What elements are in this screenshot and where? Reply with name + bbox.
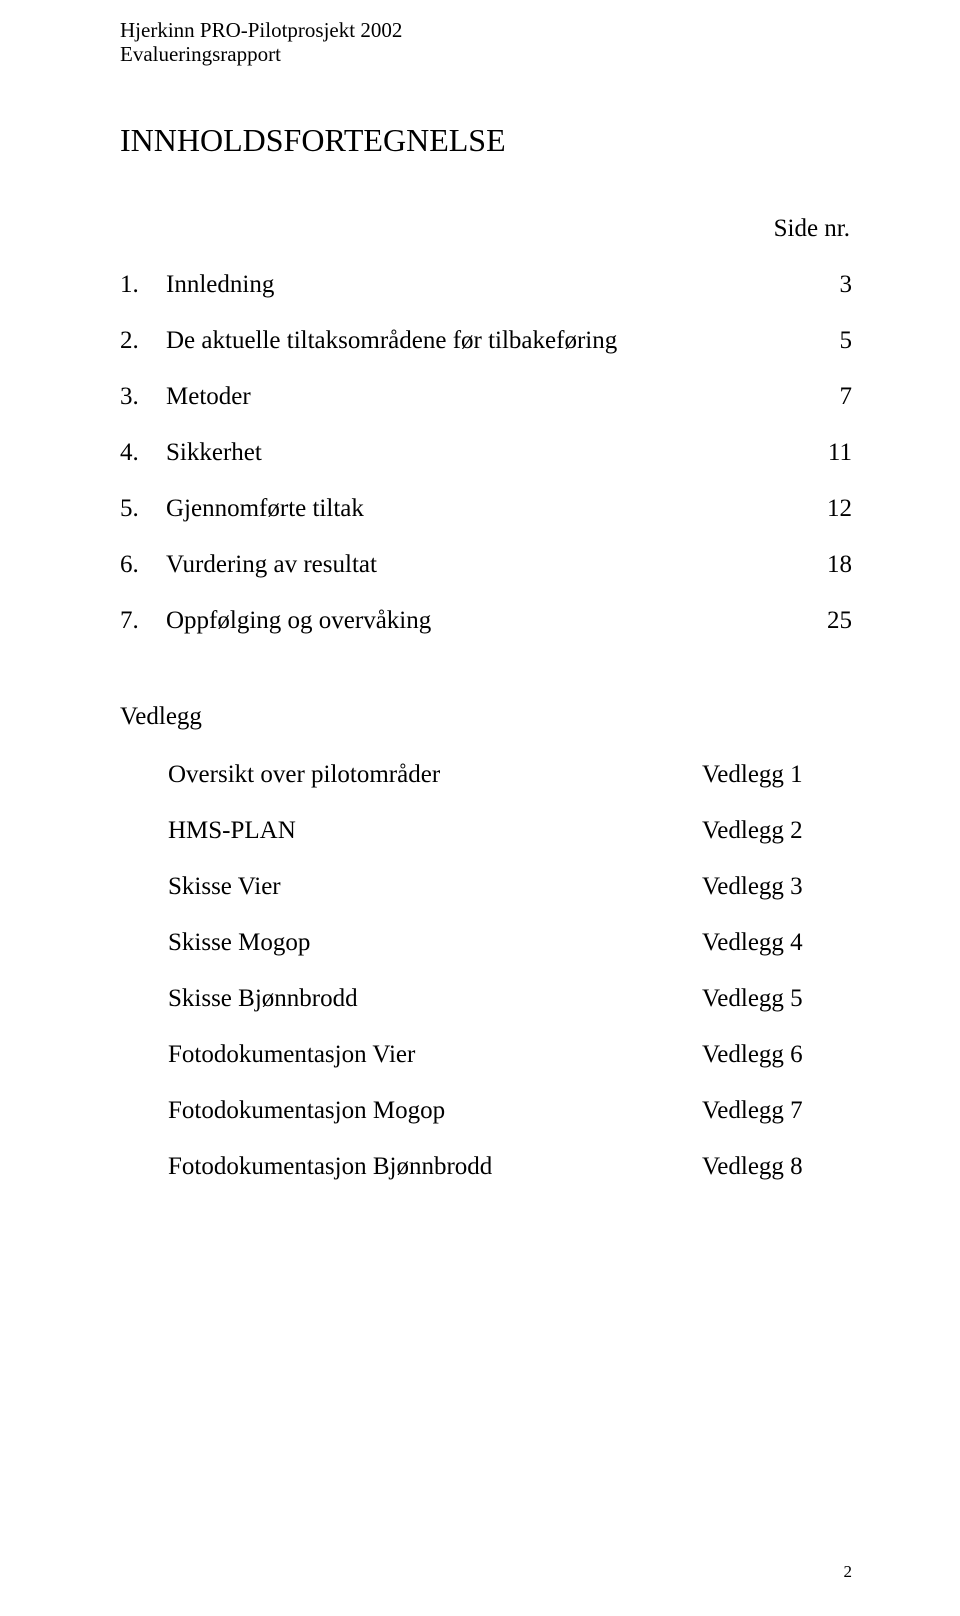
- toc-page: 12: [792, 495, 852, 523]
- vedlegg-label: Fotodokumentasjon Bjønnbrodd: [168, 1153, 702, 1181]
- vedlegg-label: Skisse Mogop: [168, 929, 702, 957]
- vedlegg-label: Fotodokumentasjon Vier: [168, 1041, 702, 1069]
- vedlegg-ref: Vedlegg 2: [702, 817, 852, 845]
- toc-label: Innledning: [166, 271, 792, 299]
- doc-header-line2: Evalueringsrapport: [120, 42, 852, 66]
- vedlegg-row: HMS-PLAN Vedlegg 2: [168, 817, 852, 845]
- vedlegg-ref: Vedlegg 5: [702, 985, 852, 1013]
- vedlegg-row: Oversikt over pilotområder Vedlegg 1: [168, 761, 852, 789]
- toc-page: 11: [792, 439, 852, 467]
- vedlegg-label: HMS-PLAN: [168, 817, 702, 845]
- vedlegg-list: Oversikt over pilotområder Vedlegg 1 HMS…: [120, 761, 852, 1181]
- vedlegg-label: Skisse Vier: [168, 873, 702, 901]
- vedlegg-ref: Vedlegg 7: [702, 1097, 852, 1125]
- vedlegg-ref: Vedlegg 8: [702, 1153, 852, 1181]
- toc-page: 5: [792, 327, 852, 355]
- side-nr-label: Side nr.: [120, 215, 852, 243]
- vedlegg-label: Skisse Bjønnbrodd: [168, 985, 702, 1013]
- toc-num: 6.: [120, 551, 166, 579]
- toc-num: 7.: [120, 607, 166, 635]
- toc-label: Metoder: [166, 383, 792, 411]
- toc-row: 4. Sikkerhet 11: [120, 439, 852, 467]
- doc-header-line1: Hjerkinn PRO-Pilotprosjekt 2002: [120, 18, 852, 42]
- toc-row: 2. De aktuelle tiltaksområdene før tilba…: [120, 327, 852, 355]
- table-of-contents: 1. Innledning 3 2. De aktuelle tiltaksom…: [120, 271, 852, 635]
- vedlegg-ref: Vedlegg 6: [702, 1041, 852, 1069]
- page-title: INNHOLDSFORTEGNELSE: [120, 122, 852, 159]
- vedlegg-label: Oversikt over pilotområder: [168, 761, 702, 789]
- toc-page: 3: [792, 271, 852, 299]
- toc-page: 7: [792, 383, 852, 411]
- toc-num: 2.: [120, 327, 166, 355]
- vedlegg-ref: Vedlegg 4: [702, 929, 852, 957]
- toc-row: 5. Gjennomførte tiltak 12: [120, 495, 852, 523]
- vedlegg-row: Skisse Vier Vedlegg 3: [168, 873, 852, 901]
- toc-label: Oppfølging og overvåking: [166, 607, 792, 635]
- vedlegg-title: Vedlegg: [120, 703, 852, 731]
- vedlegg-row: Skisse Bjønnbrodd Vedlegg 5: [168, 985, 852, 1013]
- toc-row: 6. Vurdering av resultat 18: [120, 551, 852, 579]
- vedlegg-row: Fotodokumentasjon Mogop Vedlegg 7: [168, 1097, 852, 1125]
- toc-num: 4.: [120, 439, 166, 467]
- toc-num: 3.: [120, 383, 166, 411]
- toc-label: Sikkerhet: [166, 439, 792, 467]
- toc-row: 3. Metoder 7: [120, 383, 852, 411]
- toc-label: De aktuelle tiltaksområdene før tilbakef…: [166, 327, 792, 355]
- toc-row: 1. Innledning 3: [120, 271, 852, 299]
- toc-label: Vurdering av resultat: [166, 551, 792, 579]
- toc-row: 7. Oppfølging og overvåking 25: [120, 607, 852, 635]
- vedlegg-row: Fotodokumentasjon Vier Vedlegg 6: [168, 1041, 852, 1069]
- toc-num: 1.: [120, 271, 166, 299]
- vedlegg-row: Fotodokumentasjon Bjønnbrodd Vedlegg 8: [168, 1153, 852, 1181]
- toc-label: Gjennomførte tiltak: [166, 495, 792, 523]
- toc-page: 18: [792, 551, 852, 579]
- vedlegg-label: Fotodokumentasjon Mogop: [168, 1097, 702, 1125]
- vedlegg-row: Skisse Mogop Vedlegg 4: [168, 929, 852, 957]
- page-number: 2: [844, 1562, 853, 1582]
- vedlegg-ref: Vedlegg 1: [702, 761, 852, 789]
- toc-num: 5.: [120, 495, 166, 523]
- toc-page: 25: [792, 607, 852, 635]
- vedlegg-ref: Vedlegg 3: [702, 873, 852, 901]
